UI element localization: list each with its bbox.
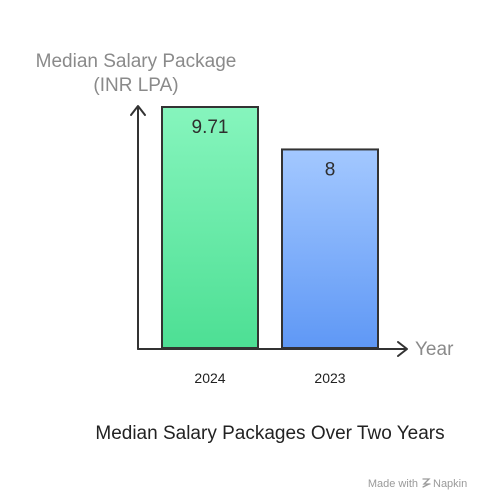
x-axis-arrow-icon [397,341,408,357]
bars-group: 9.71 8 [161,106,379,349]
bar-2024 [161,106,259,349]
bar-2023 [281,148,379,349]
data-label-2024: 9.71 [192,117,229,138]
x-tick-labels: 2024 2023 [194,370,345,386]
y-axis-label-line-1: Median Salary Package [36,51,237,72]
x-tick-label-2023: 2023 [314,370,345,386]
watermark: Made with Napkin [368,478,467,490]
watermark-brand: Napkin [433,478,467,490]
y-axis-arrow-icon [130,105,146,116]
axes [130,105,408,357]
x-tick-label-2024: 2024 [194,370,225,386]
chart-title: Median Salary Packages Over Two Years [95,423,444,444]
watermark-prefix: Made with [368,478,418,490]
y-axis-label-line-2: (INR LPA) [93,75,178,96]
napkin-logo-icon [422,478,431,488]
x-axis-label: Year [415,339,454,360]
data-label-2023: 8 [325,159,336,180]
